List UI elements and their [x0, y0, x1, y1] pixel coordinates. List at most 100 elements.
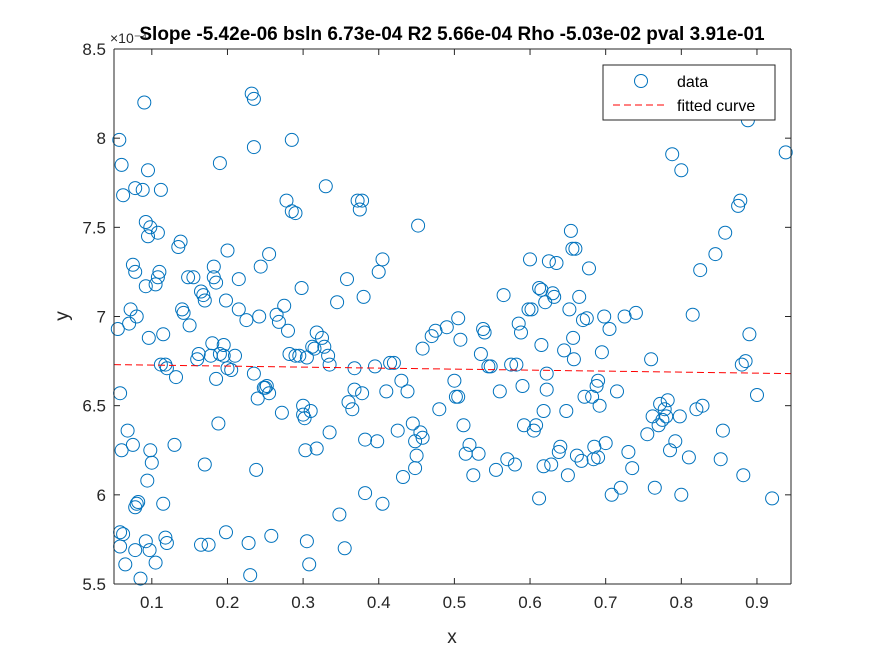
data-point — [322, 425, 337, 440]
data-point — [456, 418, 471, 433]
data-point — [197, 293, 212, 308]
data-point — [541, 254, 556, 269]
data-point — [765, 491, 780, 506]
data-point — [128, 181, 143, 196]
data-point — [539, 382, 554, 397]
data-point — [114, 157, 129, 172]
data-point — [302, 557, 317, 572]
data-point — [128, 543, 143, 558]
data-point — [231, 302, 246, 317]
data-point — [742, 327, 757, 342]
data-point — [224, 363, 239, 377]
data-point — [432, 402, 447, 417]
data-point — [197, 457, 212, 472]
x-tick-label: 0.6 — [518, 593, 542, 612]
data-point — [613, 480, 628, 495]
data-point — [544, 457, 559, 472]
data-point — [216, 338, 231, 352]
data-point — [246, 91, 261, 106]
data-point — [659, 409, 674, 424]
data-point — [602, 322, 617, 336]
data-point — [309, 325, 324, 340]
data-point — [337, 541, 352, 556]
data-point — [340, 272, 354, 287]
data-point — [307, 341, 322, 356]
data-point — [628, 305, 643, 320]
data-point — [341, 395, 356, 410]
x-axis-title: x — [447, 627, 457, 648]
data-point — [538, 295, 553, 310]
data-point — [228, 348, 242, 363]
x-tick-label: 0.3 — [291, 593, 315, 612]
y-tick-label: 8 — [97, 129, 106, 148]
data-point — [358, 486, 373, 501]
data-point — [131, 495, 146, 509]
data-point — [451, 311, 466, 326]
data-point — [591, 373, 606, 388]
data-point — [734, 357, 749, 372]
data-point — [294, 281, 309, 295]
plot-area — [114, 49, 791, 584]
data-point — [375, 496, 390, 511]
y-tick-label: 7.5 — [82, 218, 106, 237]
data-point — [116, 188, 131, 203]
data-point — [135, 182, 150, 197]
data-point — [695, 398, 710, 413]
data-point — [303, 404, 318, 418]
data-point — [672, 409, 687, 424]
data-point — [138, 215, 153, 229]
data-point — [262, 247, 277, 262]
data-point — [504, 357, 519, 372]
data-point — [621, 445, 636, 459]
data-point — [681, 450, 696, 465]
data-point — [243, 568, 258, 583]
data-point — [122, 316, 137, 331]
data-point — [284, 132, 299, 147]
data-point — [534, 338, 549, 352]
data-point — [209, 275, 224, 290]
data-point — [738, 354, 753, 369]
data-point — [194, 284, 208, 299]
data-point — [685, 307, 700, 322]
data-point — [644, 352, 659, 367]
data-point — [415, 341, 430, 356]
data-point — [144, 455, 159, 470]
data-point — [713, 452, 728, 467]
data-point — [471, 446, 486, 461]
data-point — [547, 289, 562, 304]
data-point — [150, 225, 165, 240]
data-point — [733, 193, 748, 208]
data-point — [693, 263, 708, 278]
data-point — [439, 320, 454, 335]
data-point — [282, 347, 297, 361]
data-point — [153, 182, 168, 197]
data-point — [371, 264, 386, 279]
data-point — [299, 534, 314, 549]
data-point — [356, 289, 371, 304]
y-tick-label: 6.5 — [82, 397, 106, 416]
data-point — [447, 373, 462, 388]
data-point — [143, 220, 158, 235]
data-point — [137, 95, 152, 110]
data-point — [305, 339, 320, 354]
data-point — [250, 391, 265, 406]
data-point — [182, 318, 197, 333]
data-layer — [110, 86, 793, 586]
data-point — [186, 270, 201, 285]
data-point — [492, 384, 507, 399]
data-point — [577, 389, 592, 404]
ticks-layer: 0.1 0.2 0.3 0.4 0.5 0.6 0.7 0.8 0.9 5.5 6 6.5 7 7.5 8 8… — [82, 40, 791, 612]
data-point — [350, 193, 365, 208]
data-point — [138, 534, 153, 549]
data-point — [569, 448, 584, 463]
data-point — [563, 223, 578, 238]
y-tick-label: 8.5 — [82, 40, 106, 59]
data-point — [253, 259, 268, 274]
x-tick-label: 0.2 — [216, 593, 240, 612]
data-point — [668, 434, 683, 449]
data-point — [292, 348, 307, 363]
legend-label-fitted-curve: fitted curve — [677, 98, 755, 115]
data-point — [655, 412, 670, 427]
data-point — [370, 434, 385, 449]
data-point — [396, 470, 410, 484]
